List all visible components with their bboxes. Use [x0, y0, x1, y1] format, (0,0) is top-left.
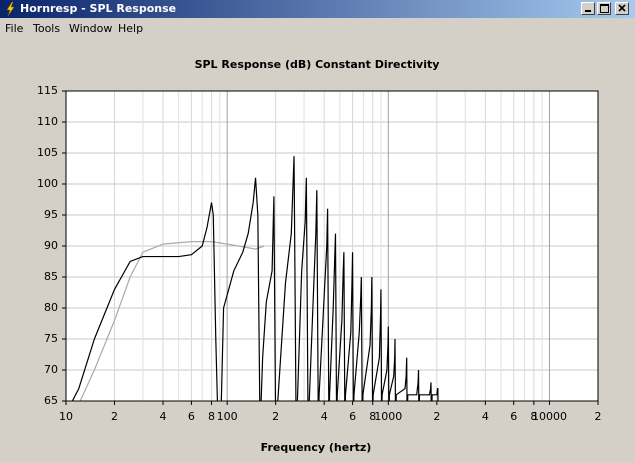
- close-button[interactable]: [615, 2, 629, 15]
- app-icon: [6, 1, 15, 17]
- y-tick-label: 75: [44, 332, 58, 345]
- x-tick-label: 8: [208, 410, 215, 423]
- x-tick-label: 2: [595, 410, 602, 423]
- y-tick-label: 70: [44, 363, 58, 376]
- window-title: Hornresp - SPL Response: [20, 2, 177, 15]
- x-tick-label: 6: [188, 410, 195, 423]
- x-axis-label: Frequency (hertz): [261, 441, 372, 454]
- y-tick-label: 65: [44, 394, 58, 407]
- y-tick-label: 100: [37, 177, 58, 190]
- x-tick-label: 8: [369, 410, 376, 423]
- y-tick-label: 90: [44, 239, 58, 252]
- x-tick-label: 6: [510, 410, 517, 423]
- x-tick-label: 2: [433, 410, 440, 423]
- x-tick-label: 4: [482, 410, 489, 423]
- y-tick-label: 80: [44, 301, 58, 314]
- x-tick-label: 1000: [374, 410, 402, 423]
- maximize-button[interactable]: [597, 2, 611, 15]
- y-tick-label: 115: [37, 84, 58, 97]
- x-tick-label: 4: [160, 410, 167, 423]
- x-tick-label: 4: [321, 410, 328, 423]
- y-tick-label: 95: [44, 208, 58, 221]
- x-tick-label: 10000: [532, 410, 567, 423]
- minimize-button[interactable]: [581, 2, 595, 15]
- menu-item[interactable]: Tools: [33, 22, 61, 35]
- menu-item[interactable]: Help: [118, 22, 144, 35]
- x-tick-label: 100: [217, 410, 238, 423]
- chart-title: SPL Response (dB) Constant Directivity: [195, 58, 440, 71]
- close-icon: [618, 4, 626, 12]
- y-tick-label: 105: [37, 146, 58, 159]
- y-tick-label: 85: [44, 270, 58, 283]
- title-bar: Hornresp - SPL Response: [0, 0, 635, 18]
- y-tick-label: 110: [37, 115, 58, 128]
- series-line: [71, 156, 439, 401]
- series-line: [79, 241, 265, 401]
- menu-item[interactable]: File: [5, 22, 24, 35]
- menu-item[interactable]: Window: [69, 22, 113, 35]
- x-tick-label: 10: [59, 410, 73, 423]
- x-tick-label: 2: [111, 410, 118, 423]
- x-tick-label: 8: [530, 410, 537, 423]
- x-tick-label: 6: [349, 410, 356, 423]
- x-tick-label: 2: [272, 410, 279, 423]
